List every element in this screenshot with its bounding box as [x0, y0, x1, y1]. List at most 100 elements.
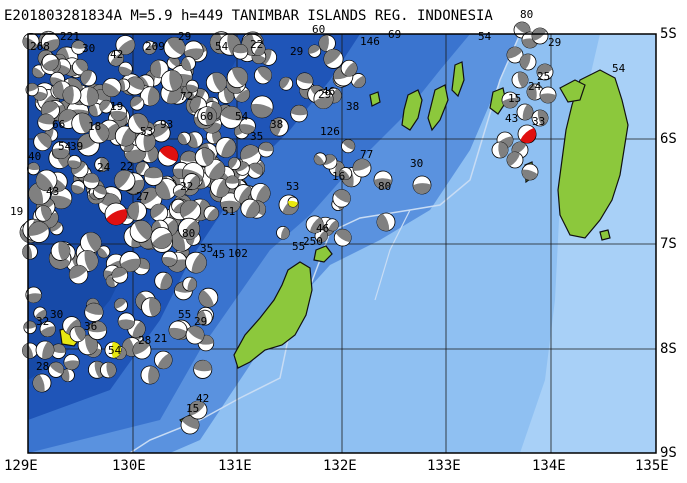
beachball: [102, 77, 122, 98]
beachball: [140, 365, 160, 385]
depth-label: 24: [97, 161, 111, 174]
beachball: [23, 320, 37, 335]
focal-mechanisms: [19, 21, 557, 435]
beachball: [182, 276, 198, 292]
depth-label: 19: [10, 205, 23, 218]
depth-label: 30: [82, 42, 95, 55]
beachball: [250, 183, 271, 204]
beachball: [166, 56, 181, 70]
beachball: [279, 76, 294, 91]
depth-label: 126: [320, 125, 340, 138]
beachball: [160, 69, 183, 92]
depth-label: 46: [322, 85, 335, 98]
beachball: [155, 178, 178, 200]
beachball: [71, 112, 93, 135]
beachball: [151, 123, 171, 143]
beachball: [150, 203, 169, 222]
beachball: [198, 287, 219, 308]
beachball: [114, 125, 136, 147]
depth-label: 102: [228, 247, 248, 260]
beachball: [196, 309, 213, 326]
lat-label: 5S: [660, 26, 677, 42]
beachball: [69, 325, 86, 343]
depth-label: 19: [110, 100, 123, 113]
beachball: [506, 151, 524, 169]
lon-label: 133E: [427, 458, 461, 474]
depth-label: 268: [30, 40, 50, 53]
beachball: [97, 245, 111, 259]
beachball: [197, 106, 217, 126]
beachball: [51, 141, 70, 159]
depth-label: 80: [378, 180, 391, 193]
lon-label: 134E: [532, 458, 566, 474]
beachball: [35, 340, 55, 360]
beachball: [247, 162, 264, 179]
map-frame: [27, 33, 657, 454]
lat-label: 6S: [660, 131, 677, 147]
beachball: [531, 109, 549, 127]
beachball: [308, 44, 322, 58]
beachball: [41, 53, 59, 71]
beachball: [68, 264, 89, 285]
depth-label: 38: [270, 118, 283, 131]
beachball: [333, 228, 352, 247]
depth-label: 45: [212, 248, 225, 261]
beachball: [313, 152, 327, 166]
depth-label: 53: [140, 125, 153, 138]
depth-label: 43: [505, 112, 518, 125]
beachball: [536, 63, 554, 81]
beachball: [185, 325, 205, 345]
beachball: [135, 131, 156, 152]
beachball: [93, 185, 107, 200]
beachball: [127, 113, 149, 134]
depth-label: 35: [250, 130, 263, 143]
beachball: [168, 320, 188, 340]
beachball: [539, 86, 557, 104]
beachball: [119, 251, 141, 273]
beachball: [35, 205, 52, 222]
depth-label: 28: [36, 360, 49, 373]
depth-label: 39: [70, 140, 83, 153]
beachball: [352, 158, 372, 178]
beachball: [88, 122, 110, 144]
beachball: [526, 83, 544, 101]
beachball: [125, 76, 145, 96]
lat-label: 8S: [660, 341, 677, 357]
beachball: [228, 157, 241, 171]
beachball: [179, 200, 202, 222]
beachball: [177, 131, 191, 145]
beachball: [22, 32, 40, 50]
beachball: [63, 353, 80, 371]
beachball: [506, 46, 524, 64]
depth-label: 27: [136, 190, 149, 203]
lon-label: 132E: [323, 458, 357, 474]
beachball: [67, 154, 82, 169]
depth-label: 15: [508, 92, 521, 105]
beachball: [154, 271, 173, 290]
depth-label: 33: [532, 115, 545, 128]
beachball: [80, 232, 102, 254]
beachball: [140, 86, 160, 107]
depth-label: 209: [145, 40, 165, 53]
beachball: [258, 141, 274, 158]
beachball: [318, 34, 336, 52]
beachball: [110, 104, 128, 121]
beachball: [376, 212, 396, 232]
beachball: [80, 69, 97, 87]
depth-label: 36: [84, 320, 97, 333]
beachball: [240, 144, 262, 166]
depth-label: 221: [60, 30, 80, 43]
depth-label: 54: [478, 30, 492, 43]
beachball: [341, 139, 356, 154]
beachball: [99, 99, 113, 114]
beachball: [412, 175, 432, 195]
lon-label: 135E: [635, 458, 669, 474]
beachball: [117, 312, 136, 330]
beachball: [177, 217, 200, 240]
map-title: E201803281834A M=5.9 h=449 TANIMBAR ISLA…: [4, 8, 493, 24]
beachball: [114, 298, 128, 312]
depth-label: 32: [36, 315, 49, 328]
beachball: [340, 59, 358, 77]
depth-label: 16: [332, 170, 345, 183]
